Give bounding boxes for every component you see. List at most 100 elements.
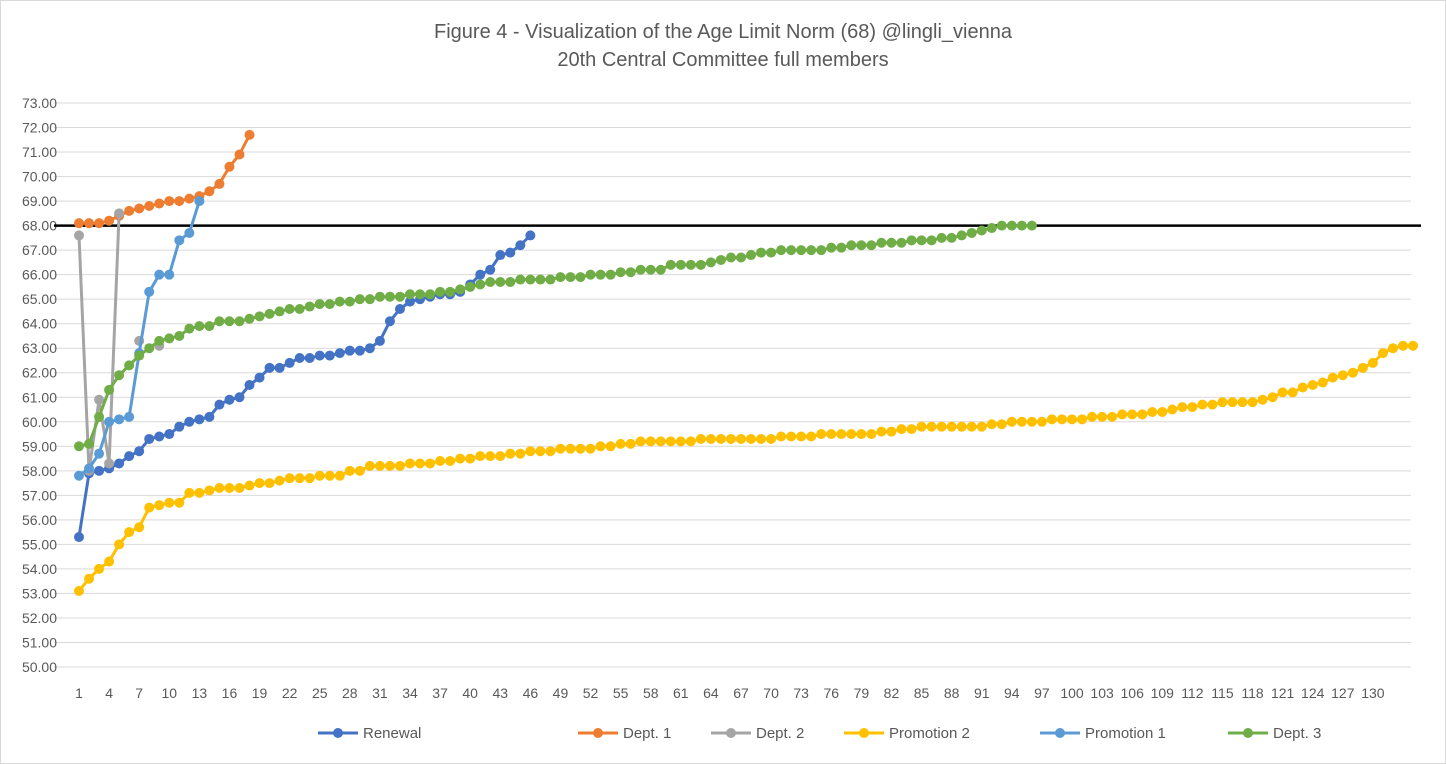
data-point-dept-3 [104, 384, 115, 395]
data-point-dept-1 [144, 200, 155, 211]
data-point-dept-3 [284, 303, 295, 314]
data-point-dept-3 [124, 360, 135, 371]
series-dept-1 [74, 129, 255, 229]
data-point-dept-3 [675, 259, 686, 270]
data-point-dept-1 [84, 218, 95, 229]
data-point-promotion-2 [1387, 343, 1398, 354]
data-point-promotion-2 [816, 429, 827, 440]
legend-label: Dept. 3 [1273, 725, 1321, 742]
legend-label: Dept. 1 [623, 725, 671, 742]
data-point-dept-3 [545, 274, 556, 285]
data-point-dept-3 [415, 289, 426, 300]
x-tick-label: 115 [1211, 685, 1234, 701]
data-point-renewal [314, 350, 325, 361]
data-point-promotion-2 [1257, 394, 1268, 405]
data-point-promotion-2 [1247, 397, 1258, 408]
legend-item-dept-3: Dept. 3 [1228, 725, 1321, 742]
data-point-renewal [284, 357, 295, 368]
x-tick-label: 61 [673, 685, 689, 701]
y-tick-label: 63.00 [22, 340, 57, 356]
data-point-dept-3 [344, 296, 355, 307]
data-point-dept-3 [585, 269, 596, 280]
legend-label: Promotion 1 [1085, 725, 1166, 742]
data-point-promotion-2 [354, 465, 365, 476]
data-point-dept-3 [976, 225, 987, 236]
data-point-promotion-2 [1337, 370, 1348, 381]
data-point-renewal [334, 348, 345, 359]
data-point-promotion-2 [1046, 414, 1057, 425]
data-point-promotion-2 [896, 424, 907, 435]
data-point-dept-1 [154, 198, 165, 209]
data-point-dept-3 [575, 272, 586, 283]
y-tick-label: 62.00 [22, 365, 57, 381]
data-point-promotion-1 [174, 235, 185, 246]
data-point-dept-3 [495, 277, 506, 288]
data-point-promotion-2 [254, 478, 265, 489]
data-point-promotion-2 [134, 522, 145, 533]
data-point-promotion-2 [114, 539, 125, 550]
data-point-promotion-2 [344, 465, 355, 476]
data-point-renewal [144, 433, 155, 444]
data-point-promotion-2 [244, 480, 255, 491]
data-point-promotion-2 [565, 443, 576, 454]
data-point-promotion-2 [154, 500, 165, 511]
data-point-promotion-2 [715, 433, 726, 444]
data-point-promotion-2 [796, 431, 807, 442]
data-point-dept-3 [525, 274, 536, 285]
data-point-dept-3 [314, 299, 325, 310]
data-point-promotion-2 [174, 497, 185, 508]
data-point-promotion-2 [1217, 397, 1228, 408]
data-point-dept-3 [505, 277, 516, 288]
data-point-promotion-2 [525, 446, 536, 457]
legend-swatch-marker [333, 728, 343, 738]
legend-swatch-marker [726, 728, 736, 738]
x-tick-label: 70 [763, 685, 779, 701]
data-point-renewal [194, 414, 205, 425]
x-tick-label: 1 [75, 685, 83, 701]
data-point-promotion-2 [956, 421, 967, 432]
data-point-promotion-2 [585, 443, 596, 454]
data-point-dept-3 [996, 220, 1007, 231]
y-tick-label: 68.00 [22, 218, 57, 234]
data-point-renewal [264, 362, 275, 373]
data-point-promotion-1 [104, 416, 115, 427]
data-point-dept-3 [274, 306, 285, 317]
data-point-promotion-1 [164, 269, 175, 280]
data-point-dept-1 [244, 129, 255, 140]
data-point-dept-3 [475, 279, 486, 290]
series-group [74, 129, 1419, 596]
data-point-promotion-2 [986, 419, 997, 430]
data-point-dept-2 [104, 458, 115, 469]
data-point-dept-1 [234, 149, 245, 160]
data-point-promotion-2 [966, 421, 977, 432]
data-point-promotion-2 [274, 475, 285, 486]
series-promotion-2 [74, 340, 1419, 596]
x-tick-label: 112 [1181, 685, 1204, 701]
data-point-promotion-2 [1026, 416, 1037, 427]
data-point-dept-3 [264, 308, 275, 319]
data-point-promotion-2 [545, 446, 556, 457]
data-point-renewal [204, 411, 215, 422]
data-point-dept-3 [896, 237, 907, 248]
data-point-promotion-2 [164, 497, 175, 508]
data-point-dept-1 [164, 196, 175, 207]
x-tick-label: 58 [643, 685, 659, 701]
data-point-dept-3 [134, 350, 145, 361]
data-point-renewal [525, 230, 536, 241]
data-point-renewal [354, 345, 365, 356]
data-point-promotion-2 [334, 470, 345, 481]
data-point-promotion-2 [435, 456, 446, 467]
data-point-dept-3 [405, 289, 415, 300]
data-point-dept-3 [435, 286, 446, 297]
legend-item-dept-1: Dept. 1 [578, 725, 671, 742]
data-point-renewal [495, 250, 506, 261]
data-point-dept-3 [565, 272, 576, 283]
data-point-renewal [94, 465, 105, 476]
data-point-renewal [134, 446, 145, 457]
x-tick-label: 106 [1121, 685, 1145, 701]
data-point-renewal [234, 392, 245, 403]
data-point-dept-3 [936, 232, 947, 243]
data-point-dept-3 [174, 330, 185, 341]
data-point-dept-3 [304, 301, 315, 312]
series-line-dept-3 [78, 224, 1032, 448]
